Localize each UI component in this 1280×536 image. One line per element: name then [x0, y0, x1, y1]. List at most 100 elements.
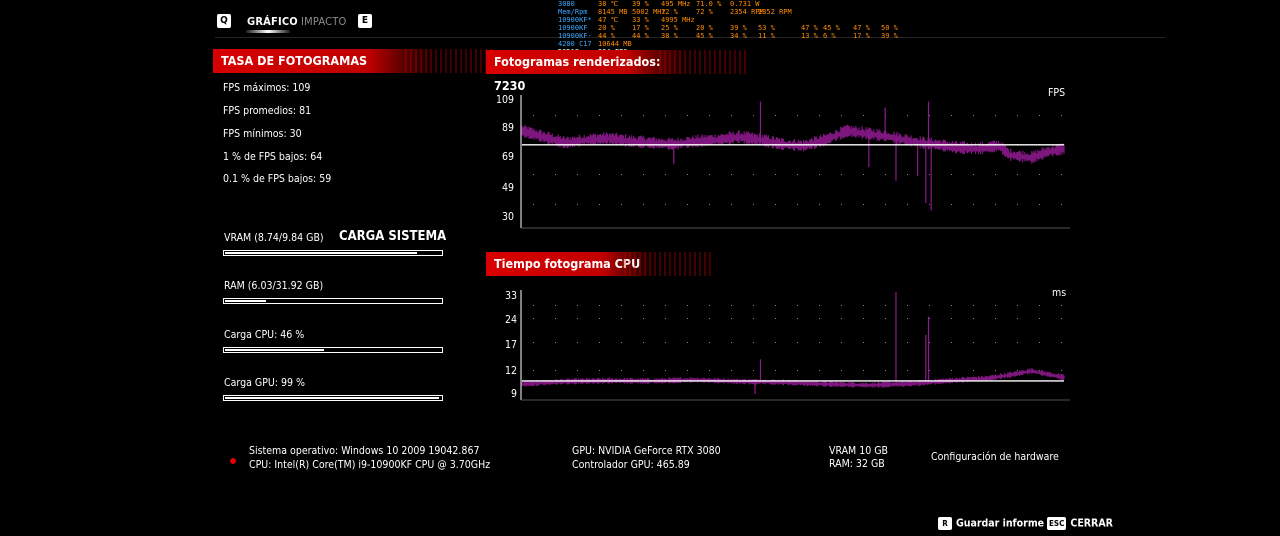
tab-impacto[interactable]: IMPACTO [301, 15, 347, 28]
active-tab-indicator [246, 30, 290, 33]
close-key: ESC [1047, 517, 1067, 530]
frametime-ytick: 17 [504, 339, 517, 351]
gpu-load-bar [223, 395, 443, 401]
grid-dot [555, 204, 556, 205]
close-button[interactable]: ESC CERRAR [1047, 517, 1113, 530]
save-report-label: Guardar informe [956, 517, 1045, 530]
osd-value: 8145 MB [598, 8, 628, 16]
grid-dot [863, 342, 864, 343]
grid-dot [819, 305, 820, 306]
osd-label: 3080 [558, 0, 575, 8]
grid-dot [709, 174, 710, 175]
frametime-ytick: 9 [510, 388, 517, 400]
grid-dot [841, 370, 842, 371]
grid-dot [665, 342, 666, 343]
grid-dot [687, 174, 688, 175]
grid-dot [797, 305, 798, 306]
grid-dot [753, 174, 754, 175]
grid-dot [841, 174, 842, 175]
grid-dot [995, 115, 996, 116]
ram-label: RAM (6.03/31.92 GB) [224, 280, 324, 292]
grid-dot [995, 342, 996, 343]
frame-rate-title: TASA DE FOTOGRAMAS [221, 53, 368, 68]
grid-dot [775, 204, 776, 205]
grid-dot [753, 115, 754, 116]
hardware-config-button[interactable]: Configuración de hardware [931, 451, 1059, 463]
grid-dot [775, 318, 776, 319]
vram-bar [223, 250, 443, 256]
grid-dot [665, 204, 666, 205]
grid-dot [753, 370, 754, 371]
grid-dot [577, 318, 578, 319]
grid-dot [1017, 115, 1018, 116]
grid-dot [775, 370, 776, 371]
grid-dot [951, 174, 952, 175]
osd-value: 45 % [823, 24, 840, 32]
tab-grafico[interactable]: GRÁFICO [247, 15, 298, 28]
osd-value: 47 % [853, 24, 870, 32]
grid-dot [841, 115, 842, 116]
grid-dot [599, 115, 600, 116]
grid-dot [665, 115, 666, 116]
grid-dot [863, 204, 864, 205]
prev-tab-key[interactable]: Q [217, 14, 231, 28]
osd-value: 6 % [823, 32, 836, 40]
grid-dot [995, 318, 996, 319]
next-tab-key[interactable]: E [358, 14, 372, 28]
grid-dot [533, 204, 534, 205]
grid-dot [885, 342, 886, 343]
fps-chart-unit: FPS [1048, 87, 1066, 99]
cpu-frametime-unit: ms [1052, 287, 1067, 299]
grid-dot [577, 204, 578, 205]
grid-dot [1017, 370, 1018, 371]
grid-dot [973, 115, 974, 116]
osd-label: 4200 C17 [558, 40, 592, 48]
osd-label: Mem/Rpm [558, 8, 588, 16]
grid-dot [1061, 115, 1062, 116]
grid-dot [841, 305, 842, 306]
grid-dot [621, 204, 622, 205]
grid-dot [621, 174, 622, 175]
grid-dot [533, 318, 534, 319]
osd-value: 20 % [598, 24, 615, 32]
grid-dot [907, 370, 908, 371]
osd-value: 45 % [696, 32, 713, 40]
grid-dot [885, 370, 886, 371]
osd-value: 38 % [661, 32, 678, 40]
save-report-button[interactable]: R Guardar informe [938, 517, 1044, 530]
grid-dot [643, 174, 644, 175]
grid-dot [731, 204, 732, 205]
grid-dot [643, 305, 644, 306]
grid-dot [1017, 204, 1018, 205]
fps-chart [520, 95, 1070, 229]
osd-value: 4995 MHz [661, 16, 695, 24]
grid-dot [907, 204, 908, 205]
grid-dot [863, 370, 864, 371]
grid-dot [929, 305, 930, 306]
grid-dot [577, 115, 578, 116]
grid-dot [753, 342, 754, 343]
header-decoration [405, 49, 495, 73]
grid-dot [753, 305, 754, 306]
close-label: CERRAR [1070, 517, 1113, 530]
grid-dot [907, 115, 908, 116]
grid-dot [929, 370, 930, 371]
grid-dot [731, 342, 732, 343]
osd-value: 71.0 % [696, 0, 722, 8]
grid-dot [643, 342, 644, 343]
osd-value: 2354 RPM [730, 8, 764, 16]
grid-dot [995, 370, 996, 371]
grid-dot [731, 370, 732, 371]
grid-dot [599, 174, 600, 175]
grid-dot [1039, 318, 1040, 319]
grid-dot [973, 204, 974, 205]
frametime-ytick: 33 [504, 290, 517, 302]
grid-dot [709, 115, 710, 116]
frametime-ytick: 24 [504, 314, 517, 326]
osd-value: 44 % [632, 32, 649, 40]
grid-dot [555, 342, 556, 343]
grid-dot [995, 204, 996, 205]
grid-dot [973, 318, 974, 319]
ram-bar [223, 298, 443, 304]
osd-value: 10644 MB [598, 40, 632, 48]
